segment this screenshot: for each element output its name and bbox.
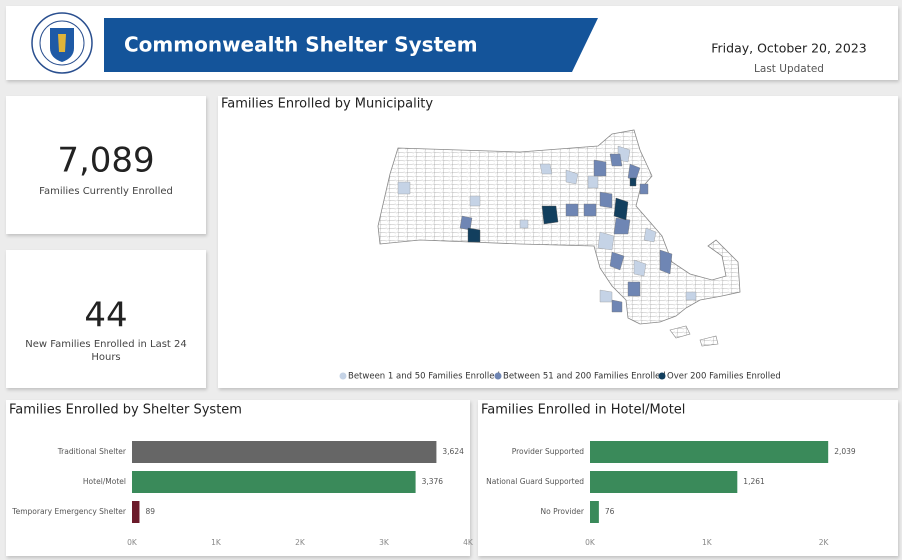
x-tick-label: 1K [211, 538, 222, 547]
x-tick-label: 0K [127, 538, 138, 547]
legend-label: Between 51 and 200 Families Enrolled [503, 372, 666, 382]
value-label: 3,624 [442, 447, 464, 456]
kpi-card [6, 250, 206, 388]
legend-label: Over 200 Families Enrolled [667, 372, 781, 382]
legend-swatch [658, 372, 666, 380]
category-label: Provider Supported [512, 447, 585, 456]
category-label: Temporary Emergency Shelter [11, 507, 127, 516]
bar [590, 441, 829, 463]
kpi-card [6, 96, 206, 234]
category-label: No Provider [541, 507, 585, 516]
chart-title: Families Enrolled by Shelter System [9, 403, 242, 418]
seal [31, 12, 93, 74]
municipality-map [377, 129, 741, 347]
kpi-label: New Families Enrolled in Last 24 Hours [25, 339, 187, 363]
kpi-label: Families Currently Enrolled [39, 186, 173, 197]
bar [590, 471, 738, 493]
x-tick-label: 4K [463, 538, 474, 547]
legend-label: Between 1 and 50 Families Enrolled [348, 372, 500, 382]
bar [132, 471, 416, 493]
legend-swatch [339, 372, 347, 380]
update-label: Last Updated [754, 63, 824, 75]
bar [590, 501, 599, 523]
value-label: 1,261 [743, 477, 765, 486]
x-tick-label: 2K [819, 538, 830, 547]
x-tick-label: 2K [295, 538, 306, 547]
x-tick-label: 0K [585, 538, 596, 547]
category-label: National Guard Supported [486, 477, 584, 486]
x-tick-label: 1K [702, 538, 713, 547]
kpi-value: 44 [84, 296, 127, 336]
title-banner [104, 18, 598, 72]
bar [132, 501, 140, 523]
map-title: Families Enrolled by Municipality [221, 97, 433, 112]
value-label: 89 [145, 507, 155, 516]
value-label: 2,039 [834, 447, 856, 456]
legend-swatch [494, 372, 502, 380]
chart-title: Families Enrolled in Hotel/Motel [481, 403, 685, 418]
dashboard-title: Commonwealth Shelter System [124, 33, 478, 57]
category-label: Hotel/Motel [83, 477, 126, 486]
value-label: 3,376 [422, 477, 444, 486]
value-label: 76 [605, 507, 615, 516]
category-label: Traditional Shelter [57, 447, 127, 456]
x-tick-label: 3K [379, 538, 390, 547]
bar [132, 441, 437, 463]
kpi-value: 7,089 [57, 141, 154, 181]
update-date: Friday, October 20, 2023 [711, 41, 867, 56]
kpi-label-box: New Families Enrolled in Last 24 Hours [25, 339, 187, 363]
